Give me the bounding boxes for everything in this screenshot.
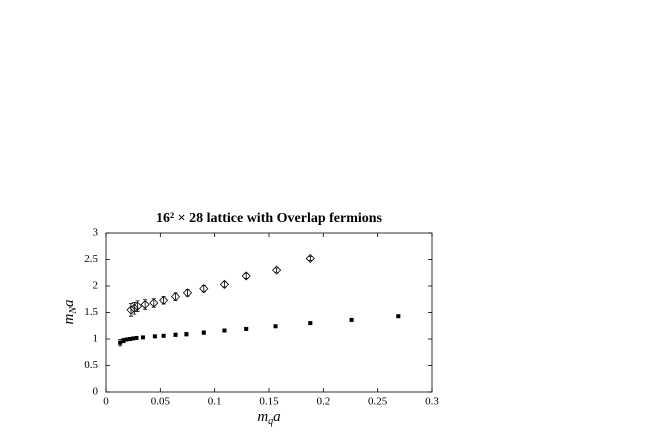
diamond-point — [159, 295, 169, 305]
y-tick-label: 2 — [93, 280, 99, 292]
x-tick-label: 0.05 — [151, 396, 171, 408]
diamond-point — [129, 303, 139, 313]
diamond-point — [219, 279, 230, 289]
x-tick-label: 0.3 — [425, 396, 439, 408]
error-bar — [222, 281, 227, 288]
x-tick-label: 0.1 — [208, 396, 222, 408]
diamond-point — [305, 253, 315, 264]
error-bar — [308, 255, 313, 261]
plot-frame — [105, 232, 433, 393]
y-tick-label: 3 — [93, 227, 99, 239]
error-bar — [143, 299, 148, 310]
diamond-point — [170, 292, 181, 302]
diamond-point — [182, 288, 193, 298]
square-point — [222, 328, 227, 333]
diamond-point — [241, 271, 251, 281]
y-tick-label: 0.5 — [84, 359, 98, 371]
diamond-point — [272, 265, 282, 275]
x-tick-label: 0.2 — [316, 396, 330, 408]
x-tick-label: 0 — [103, 396, 109, 408]
square-point — [131, 336, 136, 341]
square-point — [173, 332, 178, 337]
y-tick-label: 2.5 — [84, 253, 98, 265]
y-tick-label: 1 — [93, 333, 99, 345]
square-point — [118, 340, 123, 345]
square-point — [134, 335, 139, 340]
diamond-point — [132, 301, 143, 311]
square-point — [121, 338, 126, 343]
y-label-base: m — [61, 314, 77, 325]
chart-title: 16² × 28 lattice with Overlap fermions — [156, 211, 383, 226]
square-point — [308, 321, 313, 326]
square-point — [273, 324, 278, 329]
square-point — [140, 335, 145, 340]
y-axis-label: mNa — [61, 299, 79, 324]
x-label-rest: a — [273, 409, 281, 425]
y-label-sub: N — [68, 306, 79, 315]
diamond-point — [199, 284, 209, 294]
diamond-point — [126, 305, 136, 315]
x-label-base: m — [257, 409, 268, 425]
diamond-point — [149, 298, 159, 308]
x-tick-label: 0.15 — [259, 396, 279, 408]
square-point — [349, 317, 354, 322]
square-point — [244, 326, 249, 331]
square-point — [127, 337, 132, 341]
y-label-rest: a — [61, 299, 77, 307]
x-tick-label: 0.25 — [368, 396, 388, 408]
error-bar — [244, 272, 249, 279]
y-tick-label: 1.5 — [84, 306, 98, 318]
x-axis-label: mqa — [257, 409, 280, 427]
square-point — [396, 314, 401, 319]
error-bar — [274, 267, 279, 273]
square-point — [124, 337, 129, 342]
square-point — [152, 334, 157, 339]
square-point — [184, 332, 189, 337]
y-tick-label: 0 — [93, 386, 99, 398]
square-point — [161, 333, 166, 338]
square-point — [201, 330, 206, 335]
x-label-sub: q — [268, 416, 273, 427]
diamond-point — [140, 299, 150, 310]
